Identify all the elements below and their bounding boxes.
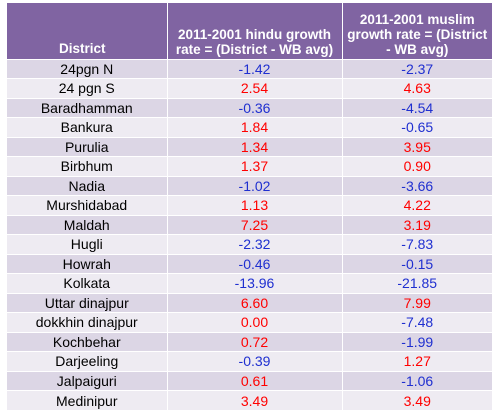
header-district: District xyxy=(7,3,168,59)
hindu-growth-cell: 1.13 xyxy=(167,195,343,215)
district-name-cell: Hugli xyxy=(7,234,168,254)
hindu-growth-cell: 0.72 xyxy=(167,331,343,352)
hindu-growth-cell: 0.61 xyxy=(167,370,343,391)
muslim-growth-cell: 4.63 xyxy=(342,78,492,98)
table-row: Kolkata -13.96 -21.85 xyxy=(7,273,492,293)
district-name-cell: Bankura xyxy=(7,117,168,137)
hindu-growth-cell: 1.84 xyxy=(167,117,343,137)
growth-rate-table: District 2011-2001 hindu growth rate = (… xyxy=(7,3,492,410)
hindu-growth-cell: -0.36 xyxy=(167,97,343,118)
district-name-cell: Murshidabad xyxy=(7,195,168,215)
district-name-cell: 24pgn N xyxy=(7,58,168,79)
muslim-growth-cell: -7.48 xyxy=(342,312,492,332)
table-row: Murshidabad 1.13 4.22 xyxy=(7,195,492,215)
table-row: Howrah -0.46 -0.15 xyxy=(7,253,492,274)
muslim-growth-cell: 7.99 xyxy=(342,292,492,313)
header-hindu-growth: 2011-2001 hindu growth rate = (District … xyxy=(167,3,343,59)
hindu-growth-cell: 7.25 xyxy=(167,214,343,235)
table-row: Jalpaiguri 0.61 -1.06 xyxy=(7,370,492,391)
muslim-growth-cell: 1.27 xyxy=(342,351,492,371)
table-row: 24pgn N -1.42 -2.37 xyxy=(7,58,492,79)
hindu-growth-cell: -0.46 xyxy=(167,253,343,274)
muslim-growth-cell: -21.85 xyxy=(342,273,492,293)
table-row: Hugli -2.32 -7.83 xyxy=(7,234,492,254)
muslim-growth-cell: -1.06 xyxy=(342,370,492,391)
hindu-growth-cell: -13.96 xyxy=(167,273,343,293)
table-row: Medinipur 3.49 3.49 xyxy=(7,390,492,410)
district-name-cell: dokkhin dinajpur xyxy=(7,312,168,332)
table-row: Kochbehar 0.72 -1.99 xyxy=(7,331,492,352)
muslim-growth-cell: -1.99 xyxy=(342,331,492,352)
table-row: Darjeeling -0.39 1.27 xyxy=(7,351,492,371)
hindu-growth-cell: -2.32 xyxy=(167,234,343,254)
muslim-growth-cell: 3.49 xyxy=(342,390,492,410)
district-name-cell: Uttar dinajpur xyxy=(7,292,168,313)
table-row: Birbhum 1.37 0.90 xyxy=(7,156,492,176)
muslim-growth-cell: -3.66 xyxy=(342,175,492,196)
hindu-growth-cell: 1.37 xyxy=(167,156,343,176)
district-name-cell: Nadia xyxy=(7,175,168,196)
header-muslim-growth: 2011-2001 muslim growth rate = (District… xyxy=(342,3,492,59)
district-name-cell: Howrah xyxy=(7,253,168,274)
table-row: 24 pgn S 2.54 4.63 xyxy=(7,78,492,98)
muslim-growth-cell: -4.54 xyxy=(342,97,492,118)
table-row: Purulia 1.34 3.95 xyxy=(7,136,492,157)
muslim-growth-cell: -7.83 xyxy=(342,234,492,254)
hindu-growth-cell: 6.60 xyxy=(167,292,343,313)
header-row: District 2011-2001 hindu growth rate = (… xyxy=(7,3,492,59)
hindu-growth-cell: 3.49 xyxy=(167,390,343,410)
district-name-cell: Darjeeling xyxy=(7,351,168,371)
muslim-growth-cell: 3.19 xyxy=(342,214,492,235)
table-body: 24pgn N -1.42 -2.37 24 pgn S 2.54 4.63 Baradha… xyxy=(7,58,492,410)
district-name-cell: Birbhum xyxy=(7,156,168,176)
muslim-growth-cell: -2.37 xyxy=(342,58,492,79)
district-name-cell: Medinipur xyxy=(7,390,168,410)
hindu-growth-cell: 0.00 xyxy=(167,312,343,332)
muslim-growth-cell: 3.95 xyxy=(342,136,492,157)
muslim-growth-cell: 0.90 xyxy=(342,156,492,176)
table-row: Uttar dinajpur 6.60 7.99 xyxy=(7,292,492,313)
district-name-cell: Maldah xyxy=(7,214,168,235)
district-name-cell: Baradhamman xyxy=(7,97,168,118)
hindu-growth-cell: 1.34 xyxy=(167,136,343,157)
district-name-cell: Purulia xyxy=(7,136,168,157)
table-row: Maldah 7.25 3.19 xyxy=(7,214,492,235)
hindu-growth-cell: -1.02 xyxy=(167,175,343,196)
table-row: Nadia -1.02 -3.66 xyxy=(7,175,492,196)
muslim-growth-cell: 4.22 xyxy=(342,195,492,215)
muslim-growth-cell: -0.15 xyxy=(342,253,492,274)
district-name-cell: Jalpaiguri xyxy=(7,370,168,391)
table-row: Bankura 1.84 -0.65 xyxy=(7,117,492,137)
muslim-growth-cell: -0.65 xyxy=(342,117,492,137)
district-name-cell: Kochbehar xyxy=(7,331,168,352)
district-name-cell: 24 pgn S xyxy=(7,78,168,98)
hindu-growth-cell: -1.42 xyxy=(167,58,343,79)
table-row: Baradhamman -0.36 -4.54 xyxy=(7,97,492,118)
hindu-growth-cell: 2.54 xyxy=(167,78,343,98)
hindu-growth-cell: -0.39 xyxy=(167,351,343,371)
district-name-cell: Kolkata xyxy=(7,273,168,293)
table-row: dokkhin dinajpur 0.00 -7.48 xyxy=(7,312,492,332)
